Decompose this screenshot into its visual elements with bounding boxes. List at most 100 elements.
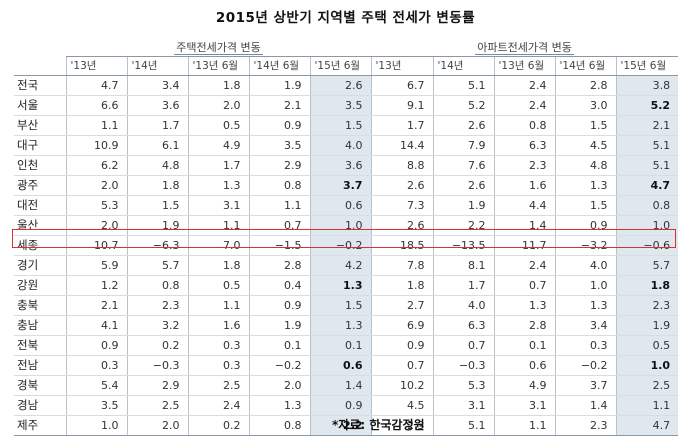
value-cell: 1.3 [554, 295, 617, 316]
column-header: '14년 [126, 56, 188, 76]
value-cell: 2.6 [432, 175, 495, 196]
region-cell: 경북 [14, 375, 66, 396]
value-cell: 1.8 [615, 275, 679, 296]
value-cell: 0.2 [187, 415, 249, 436]
value-cell: 1.1 [187, 295, 249, 316]
value-cell: 2.0 [187, 95, 249, 116]
value-cell: 2.8 [248, 255, 310, 276]
value-cell: 0.9 [248, 295, 310, 316]
value-cell: 0.4 [248, 275, 310, 296]
value-cell: 5.2 [615, 95, 679, 116]
value-cell: 0.9 [370, 335, 434, 356]
value-cell: −0.3 [126, 355, 188, 376]
value-cell: 1.8 [187, 75, 249, 96]
value-cell: 3.5 [309, 95, 372, 116]
value-cell: 1.0 [65, 415, 127, 436]
value-cell: 4.4 [493, 195, 556, 216]
value-cell: 1.0 [615, 355, 679, 376]
column-header: '13년 [370, 56, 434, 76]
value-cell: 1.7 [432, 275, 495, 296]
value-cell: 0.8 [615, 195, 679, 216]
table-title: 2015년 상반기 지역별 주택 전세가 변동률 [215, 10, 476, 26]
value-cell: 0.6 [309, 195, 372, 216]
value-cell: 4.2 [309, 255, 372, 276]
value-cell: 5.1 [432, 75, 495, 96]
region-cell: 부산 [14, 115, 66, 136]
value-cell: 2.8 [493, 315, 556, 336]
table-row: 대구 10.9 6.1 4.9 3.5 4.0 14.4 7.9 6.3 4.5 5.1 [14, 135, 679, 156]
value-cell: 0.9 [554, 215, 617, 236]
value-cell: 8.1 [432, 255, 495, 276]
value-cell: 0.9 [248, 115, 310, 136]
value-cell: 0.3 [187, 355, 249, 376]
value-cell: 0.8 [126, 275, 188, 296]
source-note: *자료: 한국감정원 [332, 418, 425, 432]
value-cell: 2.6 [432, 115, 495, 136]
value-cell: 2.4 [493, 75, 556, 96]
table-row: 전북 0.9 0.2 0.3 0.1 0.1 0.9 0.7 0.1 0.3 0.5 [14, 335, 679, 356]
region-cell: 대전 [14, 195, 66, 216]
column-header: '13년 6월 [187, 56, 249, 76]
value-cell: 1.9 [126, 215, 188, 236]
value-cell: 4.8 [126, 155, 188, 176]
value-cell: 3.8 [615, 75, 679, 96]
value-cell: 1.3 [187, 175, 249, 196]
value-cell: 4.9 [187, 135, 249, 156]
value-cell: 4.5 [554, 135, 617, 156]
value-cell: 2.1 [248, 95, 310, 116]
table-row: 광주 2.0 1.8 1.3 0.8 3.7 2.6 2.6 1.6 1.3 4.7 [14, 175, 679, 196]
value-cell: 1.5 [126, 195, 188, 216]
value-cell: 1.3 [493, 295, 556, 316]
value-cell: 0.5 [615, 335, 679, 356]
value-cell: 1.4 [493, 215, 556, 236]
value-cell: 2.6 [370, 175, 434, 196]
value-cell: 1.3 [309, 315, 372, 336]
value-cell: 1.9 [615, 315, 679, 336]
value-cell: 1.0 [554, 275, 617, 296]
value-cell: 1.9 [432, 195, 495, 216]
value-cell: 1.3 [554, 175, 617, 196]
region-cell: 대구 [14, 135, 66, 156]
value-cell: 0.5 [187, 115, 249, 136]
table-row: 인천 6.2 4.8 1.7 2.9 3.6 8.8 7.6 2.3 4.8 5.1 [14, 155, 679, 176]
value-cell: 2.0 [248, 375, 310, 396]
value-cell: 11.7 [493, 235, 556, 256]
value-cell: 4.8 [554, 155, 617, 176]
rent-change-table: 주택전세가격 변동 아파트전세가격 변동 '13년 '14년 '13년 6월 '… [14, 40, 679, 436]
value-cell: 1.4 [554, 395, 617, 416]
value-cell: 3.0 [554, 95, 617, 116]
group-header-row: 주택전세가격 변동 아파트전세가격 변동 [14, 40, 679, 57]
value-cell: 3.6 [126, 95, 188, 116]
value-cell: 2.4 [187, 395, 249, 416]
table-row: 충북 2.1 2.3 1.1 0.9 1.5 2.7 4.0 1.3 1.3 2.3 [14, 295, 679, 316]
value-cell: 1.4 [309, 375, 372, 396]
value-cell: −6.3 [126, 235, 188, 256]
value-cell: 14.4 [370, 135, 434, 156]
value-cell: 3.4 [554, 315, 617, 336]
value-cell: 1.5 [309, 295, 372, 316]
value-cell: 4.0 [309, 135, 372, 156]
value-cell: 3.7 [554, 375, 617, 396]
table-row: 경남 3.5 2.5 2.4 1.3 0.9 4.5 3.1 3.1 1.4 1.1 [14, 395, 679, 416]
column-header-row: '13년 '14년 '13년 6월 '14년 6월 '15년 6월 '13년 '… [14, 56, 679, 76]
value-cell: 0.6 [309, 355, 372, 376]
value-cell: 0.1 [248, 335, 310, 356]
table-row: 울산 2.0 1.9 1.1 0.7 1.0 2.6 2.2 1.4 0.9 1.0 [14, 215, 679, 236]
value-cell: 2.3 [615, 295, 679, 316]
value-cell: 3.1 [432, 395, 495, 416]
value-cell: 0.9 [309, 395, 372, 416]
table-row: 세종 10.7 −6.3 7.0 −1.5 −0.2 18.5 −13.5 11.7 −3.2 −0… [14, 235, 679, 256]
value-cell: 0.8 [248, 415, 310, 436]
value-cell: 3.6 [309, 155, 372, 176]
table-row: 경기 5.9 5.7 1.8 2.8 4.2 7.8 8.1 2.4 4.0 5.7 [14, 255, 679, 276]
value-cell: 10.7 [65, 235, 127, 256]
value-cell: 6.6 [65, 95, 127, 116]
value-cell: 3.1 [493, 395, 556, 416]
region-cell: 세종 [14, 235, 66, 256]
value-cell: 4.0 [432, 295, 495, 316]
value-cell: 7.6 [432, 155, 495, 176]
value-cell: 1.7 [187, 155, 249, 176]
apartment-group-label: 아파트전세가격 변동 [475, 41, 574, 55]
table-body: 전국 4.7 3.4 1.8 1.9 2.6 6.7 5.1 2.4 2.8 3.8 서울 6.6 3.6… [14, 75, 679, 436]
value-cell: 2.6 [370, 215, 434, 236]
